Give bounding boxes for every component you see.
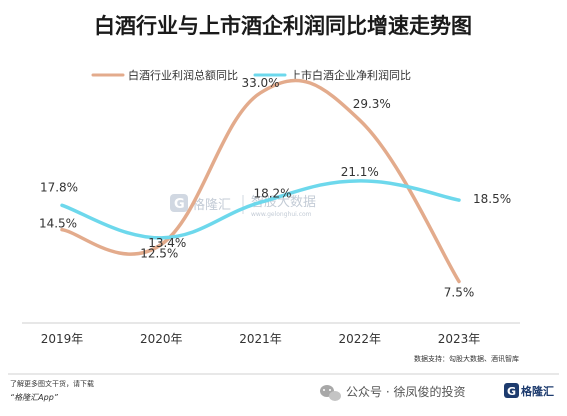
gelonghui-logo-icon [504, 383, 519, 398]
data-label-listed-4: 18.5% [473, 192, 511, 206]
footer-account: 公众号 · 徐凤俊的投资 [346, 384, 465, 399]
data-label-listed-3: 21.1% [341, 165, 379, 179]
watermark-logo-letter: G [174, 197, 185, 212]
data-label-listed-2: 18.2% [253, 186, 291, 200]
wechat-icon [320, 385, 341, 401]
data-label-listed-1: 13.4% [148, 236, 186, 250]
legend-label-listed: 上市白酒企业净利润同比 [290, 68, 411, 82]
legend: 白酒行业利润总额同比 上市白酒企业净利润同比 [91, 68, 411, 82]
x-tick-label-2: 2021年 [239, 332, 282, 346]
chart-title: 白酒行业与上市酒企利润同比增速走势图 [94, 14, 472, 38]
x-axis-ticks: 2019年 2020年 2021年 2022年 2023年 [41, 332, 481, 346]
data-label-industry-3: 29.3% [353, 97, 391, 111]
data-labels: 14.5% 12.5% 33.0% 29.3% 7.5% 17.8% 13.4% 18.2% 2… [39, 76, 511, 300]
data-label-industry-1: 12.5% [140, 247, 178, 261]
series-line-industry [60, 78, 461, 284]
source-note: 数据支持：勾股大数据、酒讯智库 [414, 354, 519, 363]
data-label-industry-0: 14.5% [39, 217, 77, 231]
x-tick-label-0: 2019年 [41, 332, 84, 346]
watermark-logo-icon [170, 194, 188, 212]
watermark: G 格隆汇 智股大数据 www.gelonghui.com [170, 194, 316, 218]
legend-label-industry: 白酒行业利润总额同比 [128, 68, 238, 82]
footer-brand: 格隆汇 [521, 384, 554, 398]
data-label-industry-4: 7.5% [444, 286, 475, 300]
series-line-listed [60, 179, 461, 240]
x-tick-label-3: 2022年 [338, 332, 381, 346]
footer-app-name: “格隆汇App” [10, 393, 59, 402]
data-label-listed-0: 17.8% [40, 180, 78, 194]
x-tick-label-1: 2020年 [140, 332, 183, 346]
watermark-brand: 格隆汇 [192, 197, 231, 213]
svg-text:G: G [507, 385, 516, 398]
footer-download-hint: 了解更多图文干货，请下载 [10, 379, 94, 388]
watermark-url: www.gelonghui.com [251, 211, 312, 218]
x-tick-label-4: 2023年 [438, 332, 481, 346]
data-label-industry-2: 33.0% [241, 76, 279, 90]
